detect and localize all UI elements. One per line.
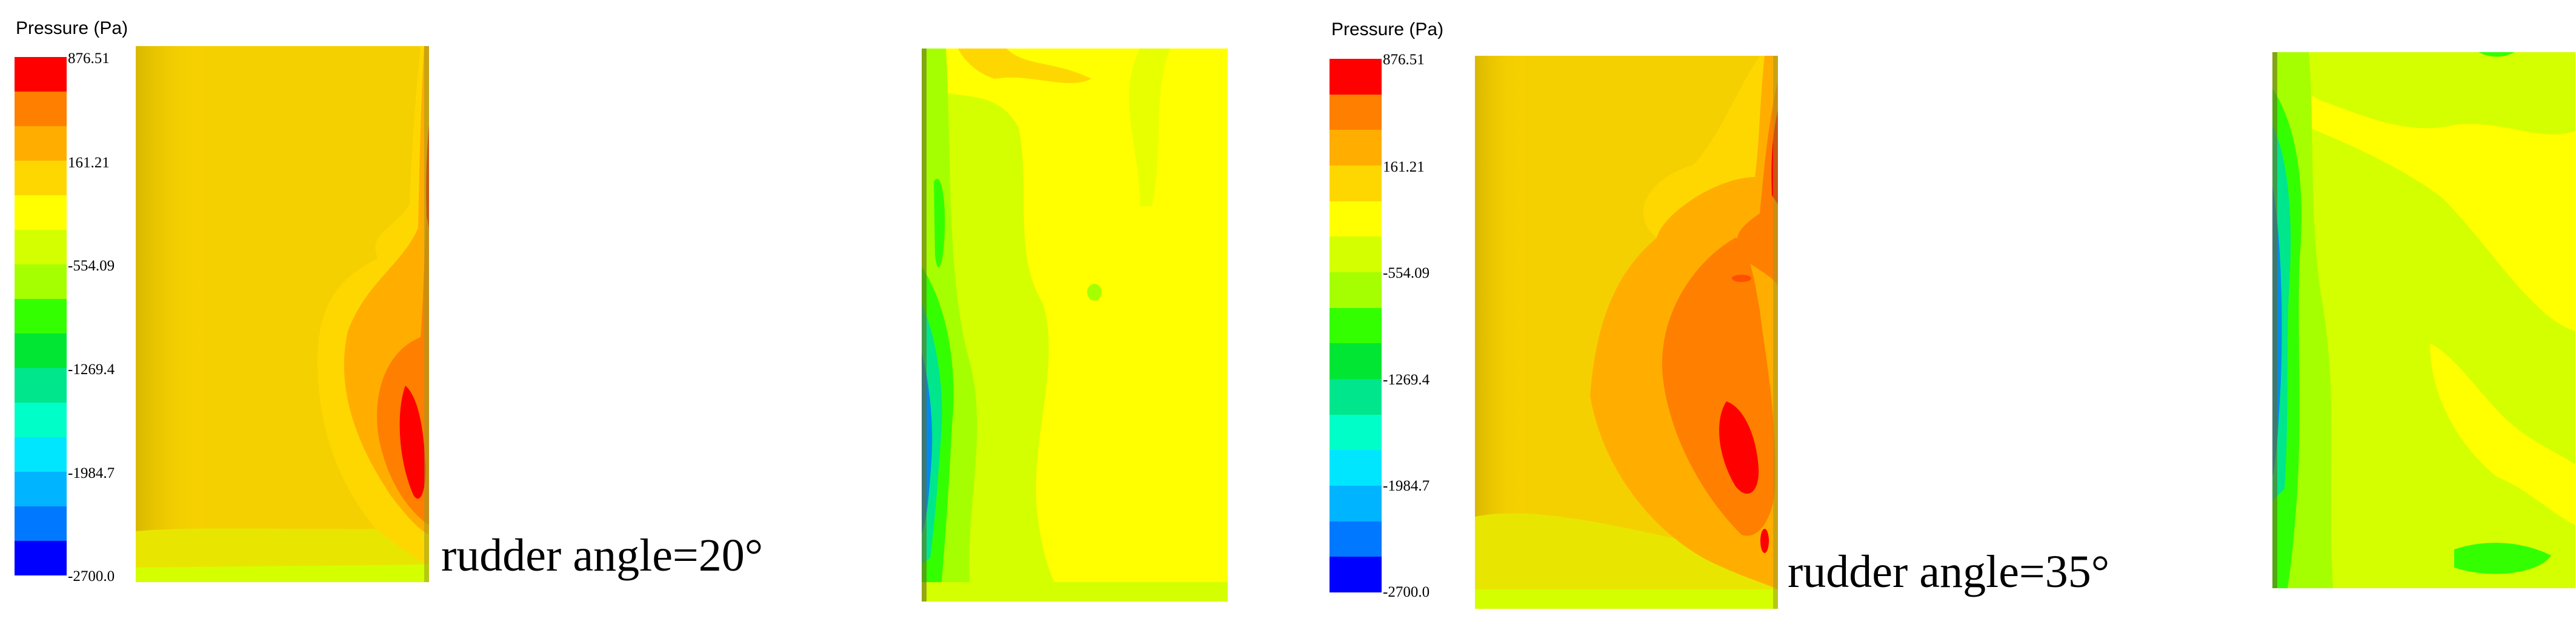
legend-swatch (15, 541, 67, 575)
legend-swatch (15, 126, 67, 161)
contour-band (958, 49, 1091, 84)
legend-swatch (1330, 521, 1382, 557)
rudder-suction-side-contour-20 (922, 49, 1228, 602)
legend-colorbar-left (15, 57, 67, 575)
contour-band (1760, 529, 1769, 553)
legend-title-left: Pressure (Pa) (16, 18, 128, 38)
contour-band (2478, 52, 2515, 57)
contour-band (399, 386, 426, 499)
legend-tick: 161.21 (1383, 159, 1425, 175)
legend-swatch (1330, 94, 1382, 130)
rudder-edge (2272, 52, 2277, 588)
legend-swatch (1330, 343, 1382, 380)
legend-tick: 876.51 (1383, 52, 1425, 68)
legend-tick: 876.51 (68, 50, 110, 67)
legend-tick: 161.21 (68, 155, 110, 171)
legend-swatch (15, 299, 67, 334)
contour-band (1129, 49, 1170, 206)
legend-swatch (15, 506, 67, 541)
contour-band (922, 582, 1228, 602)
legend-swatch (1330, 450, 1382, 486)
legend-swatch (1330, 236, 1382, 273)
legend-swatch (15, 472, 67, 506)
caption-rudder-angle-20: rudder angle=20° (441, 530, 764, 581)
legend-swatch (15, 195, 67, 230)
legend-colorbar-right (1330, 59, 1382, 593)
contour-band (1475, 589, 1778, 609)
legend-swatch (1330, 379, 1382, 415)
legend-tick: -2700.0 (68, 568, 115, 585)
legend-tick: -1984.7 (68, 465, 115, 481)
legend-tick: -2700.0 (1383, 584, 1430, 600)
rudder-edge (424, 46, 429, 582)
legend-swatch (1330, 414, 1382, 451)
contour-band (2272, 52, 2575, 135)
legend-swatch (15, 437, 67, 472)
legend-tick: -1269.4 (1383, 372, 1430, 388)
contour-band (1732, 275, 1751, 282)
rudder-pressure-side-contour-35 (1475, 56, 1778, 609)
contour-band (1736, 80, 1778, 286)
legend-swatch (15, 92, 67, 126)
legend-swatch (15, 334, 67, 368)
rudder-edge (1773, 56, 1778, 609)
contour-band (1719, 401, 1759, 494)
legend-swatch (1330, 59, 1382, 95)
contour-band (1475, 513, 1778, 609)
legend-swatch (15, 161, 67, 195)
legend-swatch (1330, 166, 1382, 201)
rudder-pressure-side-contour-20 (136, 46, 429, 582)
contour-band (934, 178, 945, 267)
contour-band (2430, 343, 2575, 525)
rudder-edge (922, 49, 927, 602)
legend-swatch (1330, 201, 1382, 237)
legend-tick: -1984.7 (1383, 478, 1430, 494)
legend-swatch (15, 264, 67, 299)
legend-tick: -1269.4 (68, 361, 115, 378)
legend-swatch (15, 230, 67, 264)
legend-swatch (15, 368, 67, 403)
legend-tick: -554.09 (68, 258, 115, 274)
contour-band (1087, 284, 1102, 301)
legend-tick: -554.09 (1383, 265, 1430, 281)
contour-band (136, 565, 429, 582)
contour-band (2454, 543, 2551, 574)
legend-swatch (1330, 130, 1382, 166)
legend-title-right: Pressure (Pa) (1331, 19, 1444, 39)
rudder-suction-side-contour-35 (2272, 52, 2575, 588)
legend-swatch (1330, 557, 1382, 593)
legend-swatch (15, 57, 67, 92)
legend-swatch (1330, 307, 1382, 344)
caption-rudder-angle-35: rudder angle=35° (1788, 546, 2110, 597)
legend-swatch (1330, 486, 1382, 521)
legend-swatch (1330, 272, 1382, 308)
legend-swatch (15, 403, 67, 437)
